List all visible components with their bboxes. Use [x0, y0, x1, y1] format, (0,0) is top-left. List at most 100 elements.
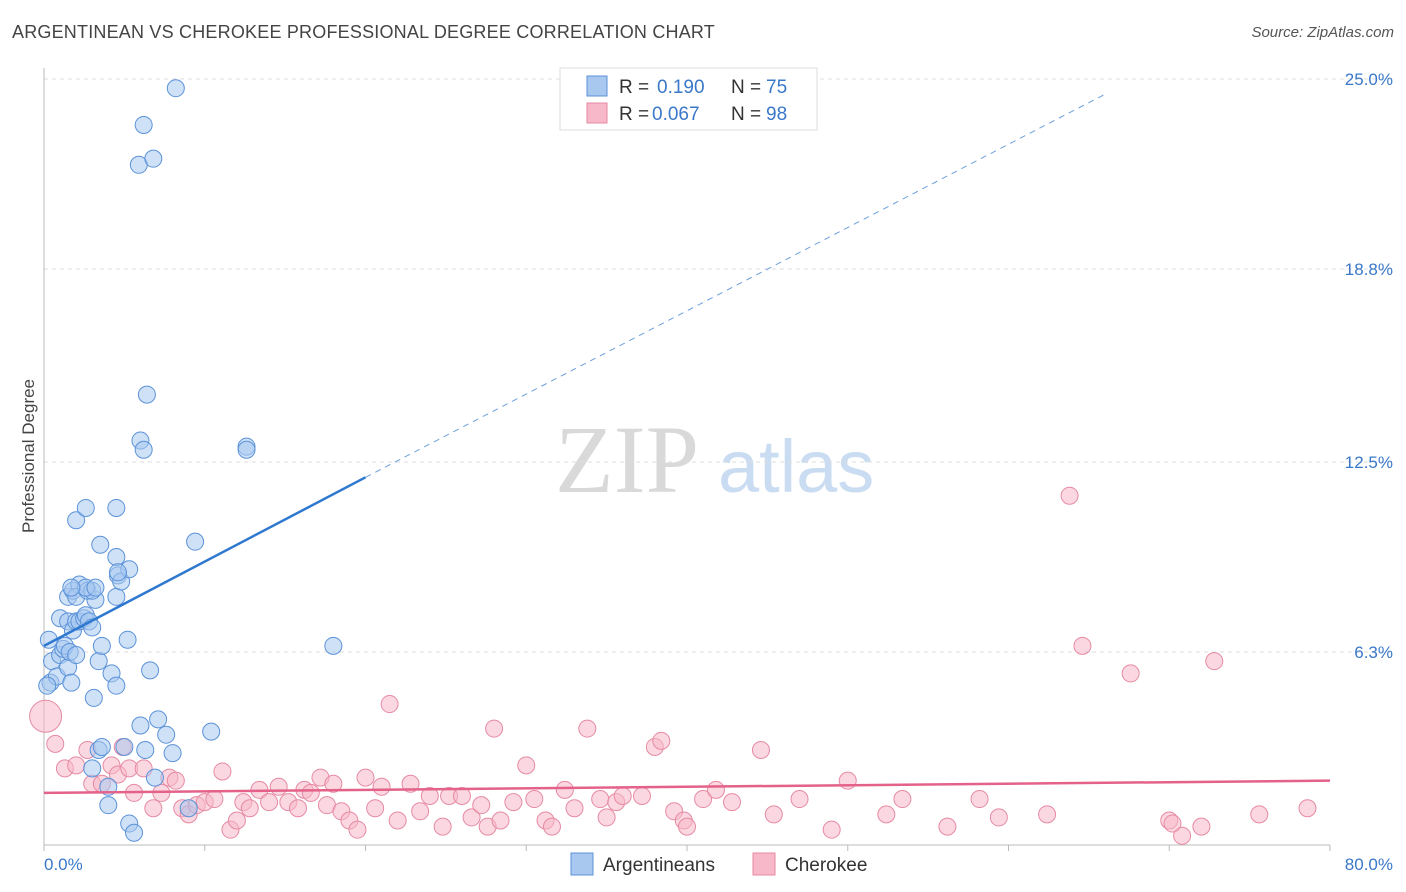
- gridlines: [44, 78, 1393, 653]
- cherokee-point: [388, 811, 407, 830]
- cherokee-point: [970, 790, 989, 809]
- cherokee-point: [452, 786, 471, 805]
- series-legend-label-cherokee: Cherokee: [785, 855, 867, 876]
- cherokee-point: [790, 790, 809, 809]
- cherokee-point: [989, 808, 1008, 827]
- legend-swatch-argentineans: [586, 75, 608, 97]
- cherokee-point: [542, 817, 561, 836]
- argentineans-point: [76, 498, 95, 517]
- cherokee-point: [144, 799, 163, 818]
- argentineans-point: [108, 563, 127, 582]
- argentineans-point: [92, 636, 111, 655]
- cherokee-point: [401, 774, 420, 793]
- cherokee-point: [1173, 826, 1192, 845]
- cherokee-point: [517, 756, 536, 775]
- cherokee-point: [301, 783, 320, 802]
- argentineans-point: [324, 636, 343, 655]
- legend-n-value-2: 98: [766, 104, 787, 125]
- cherokee-point: [46, 734, 65, 753]
- cherokee-point: [764, 805, 783, 824]
- y-tick-label: 18.8%: [1345, 260, 1393, 279]
- legend-n-label-2: N =: [731, 104, 761, 125]
- x-tick-label-max: 80.0%: [1345, 855, 1393, 874]
- argentineans-point: [137, 385, 156, 404]
- argentineans-point: [107, 676, 126, 695]
- cherokee-point: [838, 771, 857, 790]
- argentineans-point: [125, 823, 144, 842]
- argentineans-point: [92, 737, 111, 756]
- cherokee-point: [356, 768, 375, 787]
- y-axis-label: Professional Degree: [19, 379, 38, 533]
- argentineans-point: [237, 440, 256, 459]
- legend-r-label-1: R =: [619, 77, 649, 98]
- cherokee-point: [938, 817, 957, 836]
- cherokee-point: [372, 777, 391, 796]
- cherokee-point: [565, 799, 584, 818]
- cherokee-point: [240, 799, 259, 818]
- argentineans-point: [86, 578, 105, 597]
- argentineans-point: [84, 688, 103, 707]
- argentineans-point: [136, 741, 155, 760]
- chart-title: ARGENTINEAN VS CHEROKEE PROFESSIONAL DEG…: [12, 22, 715, 42]
- cherokee-point: [751, 741, 770, 760]
- cherokee-point: [348, 820, 367, 839]
- cherokee-point: [504, 793, 523, 812]
- series-legend-swatch-cherokee: [752, 852, 776, 876]
- cherokee-point: [632, 786, 651, 805]
- cherokee-point: [260, 793, 279, 812]
- argentineans-point: [134, 115, 153, 134]
- cherokee-point: [723, 793, 742, 812]
- stats-legend: R = 0.190 N = 75 R = 0.067 N = 98: [559, 67, 818, 131]
- cherokee-point: [525, 790, 544, 809]
- cherokee-point: [205, 790, 224, 809]
- argentineans-point: [166, 79, 185, 98]
- argentineans-trend-line: [43, 476, 367, 647]
- cherokee-point: [380, 695, 399, 714]
- cherokee-point: [694, 790, 713, 809]
- cherokee-point: [1192, 817, 1211, 836]
- cherokee-point: [1205, 652, 1224, 671]
- argentineans-point: [89, 652, 108, 671]
- cherokee-point: [433, 817, 452, 836]
- argentineans-point: [67, 511, 86, 530]
- argentineans-point: [62, 673, 81, 692]
- argentineans-point: [67, 646, 86, 665]
- cherokee-point: [166, 771, 185, 790]
- y-tick-label: 12.5%: [1345, 453, 1393, 472]
- cherokee-point: [591, 790, 610, 809]
- argentineans-point: [131, 716, 150, 735]
- y-tick-label: 6.3%: [1354, 643, 1393, 662]
- argentineans-point: [62, 578, 81, 597]
- cherokee-point: [555, 780, 574, 799]
- y-tick-label: 25.0%: [1345, 70, 1393, 89]
- cherokee-point: [706, 780, 725, 799]
- legend-r-value-1: 0.190: [657, 77, 705, 98]
- cherokee-point: [213, 762, 232, 781]
- x-tick-marks: [43, 845, 1331, 851]
- legend-swatch-cherokee: [586, 102, 608, 124]
- cherokee-point: [227, 811, 246, 830]
- argentineans-point: [144, 149, 163, 168]
- argentineans-point: [202, 722, 221, 741]
- cherokee-point: [893, 790, 912, 809]
- cherokee-point: [1298, 799, 1317, 818]
- argentineans-point: [107, 498, 126, 517]
- argentineans-point: [107, 547, 126, 566]
- argentineans-point: [145, 768, 164, 787]
- source-label: Source: ZipAtlas.com: [1251, 24, 1394, 41]
- cherokee-point: [67, 756, 86, 775]
- cherokee-point: [29, 699, 63, 733]
- argentineans-point: [118, 630, 137, 649]
- cherokee-point: [1250, 805, 1269, 824]
- argentineans-point: [38, 676, 57, 695]
- legend-r-label-2: R =: [619, 104, 649, 125]
- argentineans-trend-projection: [365, 93, 1106, 478]
- cherokee-point: [420, 786, 439, 805]
- cherokee-point: [1060, 486, 1079, 505]
- x-tick-label-min: 0.0%: [44, 855, 83, 874]
- cherokee-point: [822, 820, 841, 839]
- series-legend-swatch-argentineans: [570, 852, 594, 876]
- cherokee-point: [1038, 805, 1057, 824]
- cherokee-point: [678, 817, 696, 836]
